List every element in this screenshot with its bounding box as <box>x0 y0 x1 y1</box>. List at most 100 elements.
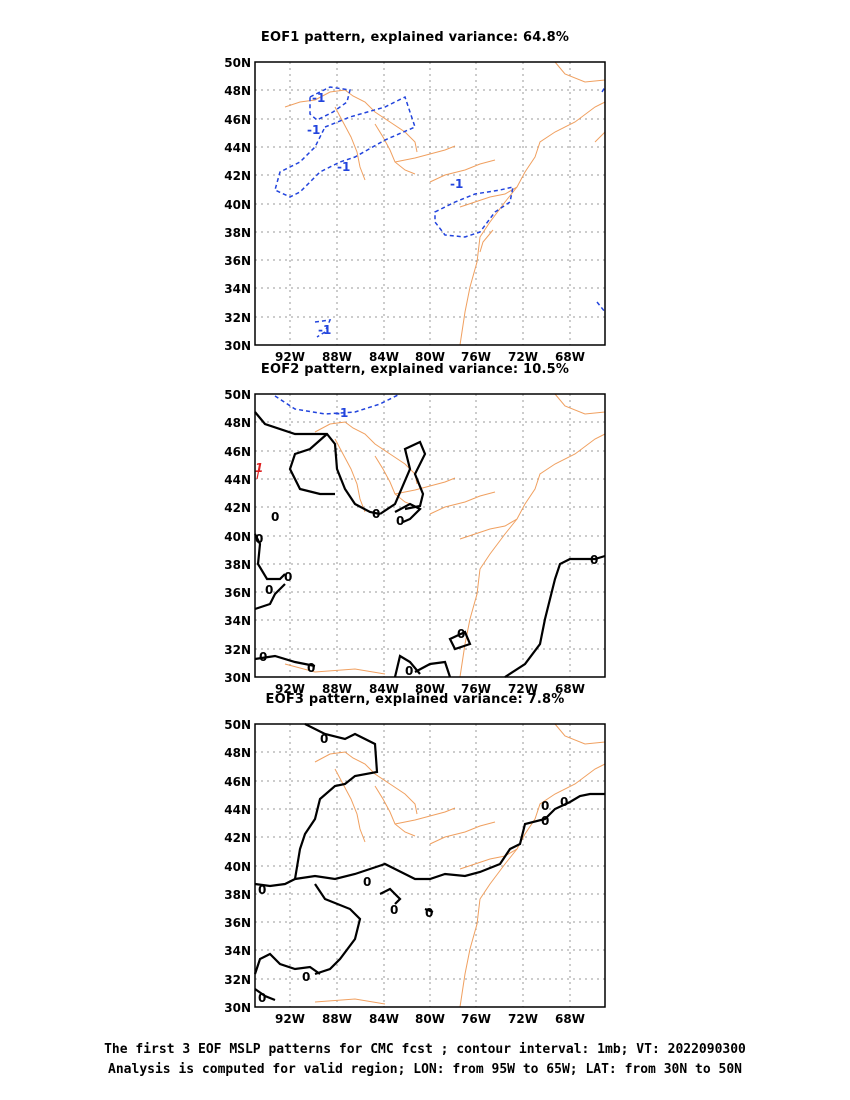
lon-tick: 84W <box>369 682 399 696</box>
lat-tick: 48N <box>224 84 251 98</box>
lat-tick: 30N <box>224 1001 251 1015</box>
lon-tick: 72W <box>508 1012 538 1026</box>
contour-label: 0 <box>425 906 433 920</box>
lon-tick: 76W <box>461 350 491 364</box>
lon-tick: 72W <box>508 682 538 696</box>
lat-tick: 34N <box>224 282 251 296</box>
contour-label: 0 <box>255 532 263 546</box>
contour-label: 0 <box>307 661 315 675</box>
lat-tick: 46N <box>224 113 251 127</box>
lat-tick: 48N <box>224 416 251 430</box>
lat-tick: 46N <box>224 445 251 459</box>
lon-tick: 88W <box>322 1012 352 1026</box>
lon-tick: 88W <box>322 350 352 364</box>
contour-label: 0 <box>405 664 413 678</box>
eof2-panel: EOF2 pattern, explained variance: 10.5% <box>210 362 620 702</box>
lat-tick: 40N <box>224 198 251 212</box>
lon-tick: 68W <box>555 682 585 696</box>
lon-tick: 72W <box>508 350 538 364</box>
contour-label: 0 <box>390 903 398 917</box>
lon-tick: 92W <box>275 1012 305 1026</box>
lon-tick: 92W <box>275 350 305 364</box>
lon-tick: 92W <box>275 682 305 696</box>
contour-label: -1 <box>312 91 325 105</box>
contour-label: 0 <box>265 583 273 597</box>
lat-tick: 50N <box>224 718 251 732</box>
lat-tick: 34N <box>224 944 251 958</box>
contour-label: 0 <box>372 507 380 521</box>
lat-tick: 32N <box>224 311 251 325</box>
lat-tick: 50N <box>224 56 251 70</box>
lat-tick: 42N <box>224 501 251 515</box>
eof3-map: 0 0 0 0 0 0 0 0 0 0 50N 48N 46N 44N 42N … <box>224 718 606 1026</box>
lat-tick: 44N <box>224 803 251 817</box>
lat-tick: 36N <box>224 916 251 930</box>
lat-tick: 32N <box>224 973 251 987</box>
contour-label: 0 <box>541 814 549 828</box>
lon-tick: 68W <box>555 1012 585 1026</box>
eof3-contour-labels: 0 0 0 0 0 0 0 0 0 0 <box>258 732 568 1005</box>
lat-tick: 44N <box>224 473 251 487</box>
contour-label: 0 <box>363 875 371 889</box>
contour-label: -1 <box>318 323 331 337</box>
lat-tick: 50N <box>224 388 251 402</box>
contour-label: 0 <box>258 991 266 1005</box>
contour-label: -1 <box>337 160 350 174</box>
eof2-contour-labels: -1 1 0 0 0 0 0 0 0 0 0 0 0 <box>255 406 598 678</box>
lat-tick: 34N <box>224 614 251 628</box>
lat-tick: 44N <box>224 141 251 155</box>
negative-contours <box>274 393 401 415</box>
lon-tick: 68W <box>555 350 585 364</box>
lon-tick: 84W <box>369 350 399 364</box>
coastline <box>314 723 606 1008</box>
eof3-title: EOF3 pattern, explained variance: 7.8% <box>265 692 565 707</box>
lat-tick-labels: 50N 48N 46N 44N 42N 40N 38N 36N 34N 32N … <box>224 56 251 353</box>
lat-tick: 48N <box>224 746 251 760</box>
lon-tick: 84W <box>369 1012 399 1026</box>
contour-label: 0 <box>396 514 404 528</box>
contour-label: 0 <box>560 795 568 809</box>
contour-label: 0 <box>258 883 266 897</box>
lat-tick: 40N <box>224 860 251 874</box>
zero-contours <box>254 411 606 678</box>
lat-tick: 42N <box>224 831 251 845</box>
contour-label: -1 <box>307 123 320 137</box>
eof1-panel: EOF1 pattern, explained variance: 64.8% <box>210 30 620 370</box>
contour-label: 0 <box>302 970 310 984</box>
lat-tick: 38N <box>224 558 251 572</box>
lat-tick: 36N <box>224 254 251 268</box>
lon-tick: 80W <box>415 350 445 364</box>
lon-tick: 80W <box>415 1012 445 1026</box>
contour-label: 0 <box>284 570 292 584</box>
contour-label: 0 <box>259 650 267 664</box>
eof1-title: EOF1 pattern, explained variance: 64.8% <box>260 30 570 45</box>
lon-tick: 76W <box>461 682 491 696</box>
map-frame: -1 -1 -1 -1 -1 50N 48N 46N 44N 42N 40N 3… <box>224 56 606 364</box>
coastline <box>284 61 606 346</box>
contour-label: 0 <box>320 732 328 746</box>
eof1-contour-labels: -1 -1 -1 -1 -1 <box>307 91 463 337</box>
negative-contours <box>274 86 606 338</box>
eof2-title: EOF2 pattern, explained variance: 10.5% <box>260 362 570 377</box>
lat-tick: 42N <box>224 169 251 183</box>
contour-label: 0 <box>590 553 598 567</box>
lat-tick: 46N <box>224 775 251 789</box>
caption-line-1: The first 3 EOF MSLP patterns for CMC fc… <box>104 1042 746 1057</box>
eof2-map: -1 1 0 0 0 0 0 0 0 0 0 0 0 50N 48N 46N 4… <box>224 388 606 696</box>
lat-tick: 32N <box>224 643 251 657</box>
lat-tick: 38N <box>224 888 251 902</box>
lat-tick: 38N <box>224 226 251 240</box>
lat-tick: 36N <box>224 586 251 600</box>
lon-tick: 88W <box>322 682 352 696</box>
eof3-panel: EOF3 pattern, explained variance: 7.8% <box>210 692 620 1032</box>
lon-tick-labels: 92W 88W 84W 80W 76W 72W 68W <box>275 350 585 364</box>
lat-tick: 30N <box>224 671 251 685</box>
lat-tick: 40N <box>224 530 251 544</box>
contour-label: -1 <box>335 406 348 420</box>
contour-label: 0 <box>271 510 279 524</box>
caption-line-2: Analysis is computed for valid region; L… <box>108 1062 742 1077</box>
contour-label: 0 <box>457 627 465 641</box>
eof1-map: -1 -1 -1 -1 -1 50N 48N 46N 44N 42N 40N 3… <box>224 56 606 364</box>
lon-tick: 80W <box>415 682 445 696</box>
contour-label: 0 <box>541 799 549 813</box>
